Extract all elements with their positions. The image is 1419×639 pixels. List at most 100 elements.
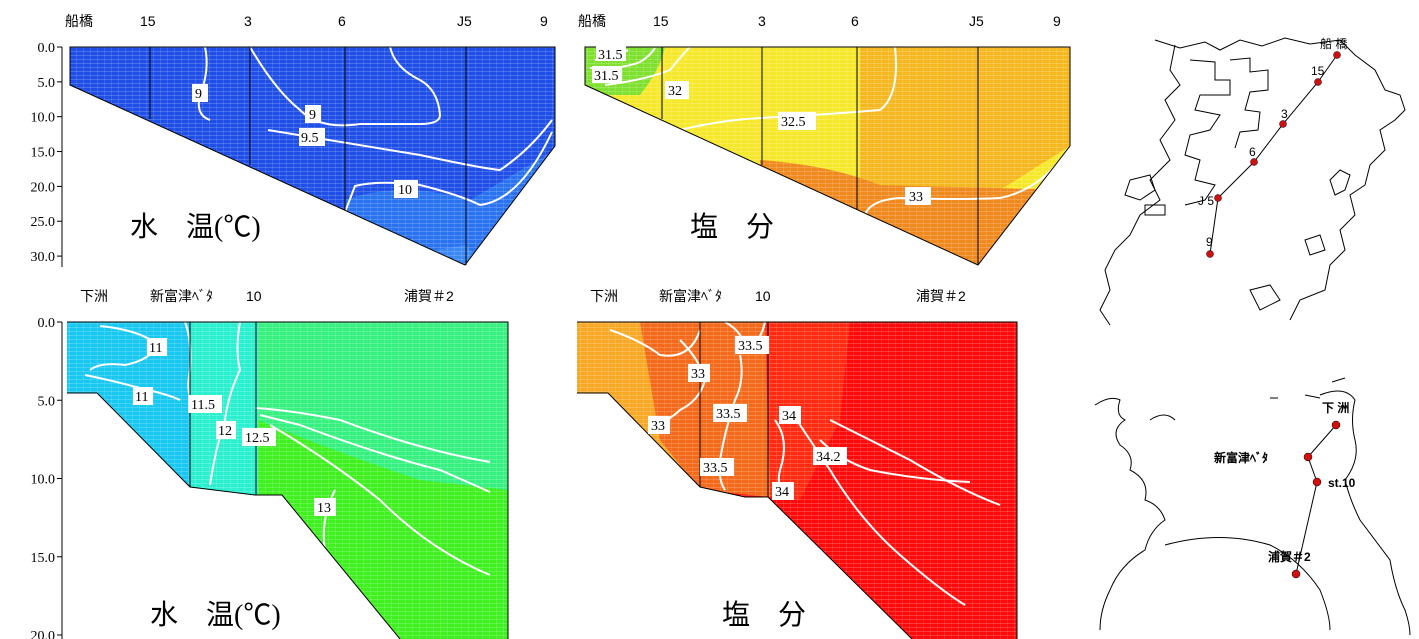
coastline [1184,59,1231,206]
station-marker [1333,51,1341,59]
map-label: 6 [1249,145,1256,159]
station-marker [1291,569,1301,579]
station-marker [1314,78,1322,86]
contour-line [718,354,743,491]
contour-line [269,424,491,576]
station-label: J5 [457,13,472,29]
contour-label: 31.5 [598,48,623,63]
coastline [1319,390,1411,636]
contour-label: 10 [398,183,412,198]
contour-label-bg [592,66,622,83]
section-outline [67,392,401,639]
contour-label-bg [394,180,418,198]
contour-line [249,46,442,127]
contour-label: 11.5 [191,398,215,413]
contour-label-bg [188,395,222,413]
station-label: 15 [653,13,669,29]
contour-label-bg [778,112,816,130]
panel-title: 水 温(℃) [150,599,281,631]
contour-label: 9 [195,87,202,102]
station-label: 9 [1053,13,1061,29]
y-ticks: 0.0 5.0 10.0 15.0 20.0 25.0 30.0 [31,41,62,265]
y-tick-label: 0.0 [38,316,56,331]
top-temp-yaxis: 0.0 5.0 10.0 15.0 20.0 25.0 30.0 [31,41,63,267]
contour-label-bg [905,187,931,205]
map-label: 9 [1206,235,1213,249]
contour-label-bg [735,336,769,354]
route-line [1295,424,1337,575]
contour-line [209,321,242,486]
contour-line [789,409,966,606]
station-marker [1312,477,1322,487]
station-label: J5 [969,13,984,29]
station-label: 浦賀＃2 [404,288,454,304]
contour-label: 12.5 [245,431,270,446]
contour-label-bg [216,421,236,439]
bot-sal-contour-labels: 33.5 33 33 33.5 33.5 34 34.2 34 [648,336,847,500]
station-label: 15 [140,13,156,29]
y-tick-label: 20.0 [31,180,56,195]
contour-label: 34.2 [816,450,841,465]
station-label: 3 [758,13,766,29]
station-marker [1214,194,1222,202]
station-marker [1250,158,1258,166]
top-sal-stations: 船橋 15 3 6 J5 9 [578,13,1061,29]
contour-label: 9.5 [301,131,319,146]
y-tick-label: 20.0 [31,629,56,639]
y-tick-label: 10.0 [31,473,56,488]
top-map [1099,37,1406,326]
contour-label-bg [648,416,670,434]
station-label: 6 [851,13,859,29]
bot-temp-field [67,322,508,639]
contour-label-bg [596,46,626,61]
field-texture [67,322,508,639]
bot-temp-outline [67,321,509,639]
y-tick-label: 10.0 [31,111,56,126]
y-ticks: 0.0 5.0 10.0 15.0 20.0 [31,316,62,639]
station-marker [1279,120,1287,128]
map-label: J 5 [1198,194,1214,208]
contour-label-bg [299,128,325,146]
bot-temp-section: 下洲 新富津ﾍﾞﾀ 10 浦賀＃2 [31,288,509,639]
contour-label-bg [813,447,847,465]
contour-label: 33 [909,190,923,205]
station-marker [1331,420,1341,430]
map-label: 船 橋 [1320,37,1347,51]
contour-label: 34 [782,409,796,424]
route-line [1209,54,1338,255]
contour-label-bg [314,498,336,516]
station-label: 10 [246,288,262,304]
coastline [1229,57,1269,149]
contour-label: 33 [691,367,705,382]
station-label: 10 [755,288,771,304]
top-temp-outline [69,46,556,266]
map-label: 新富津ﾍﾞﾀ [1214,450,1268,465]
coastline [1154,37,1341,51]
section-outline [577,321,1018,639]
bottom-map-route: 下 洲 新富津ﾍﾞﾀ st.10 浦賀＃2 [1214,401,1356,579]
coastline [1331,377,1346,383]
y-tick-label: 15.0 [31,551,56,566]
contour-label-bg [713,404,747,422]
station-label: 3 [244,13,252,29]
coastline [1099,44,1181,326]
panel-title: 塩 分 [690,211,774,243]
station-marker [1206,250,1214,258]
station-label: 新富津ﾍﾞﾀ [150,288,213,304]
station-label: 下洲 [590,288,618,304]
station-marker [1303,452,1313,462]
station-label: 浦賀＃2 [916,288,966,304]
bot-temp-stations: 下洲 新富津ﾍﾞﾀ 10 浦賀＃2 [80,288,454,304]
contour-label-bg [242,428,276,446]
station-label: 船橋 [65,13,93,29]
field-texture [585,47,1070,265]
contour-label: 12 [218,424,232,439]
coastline [1094,397,1166,631]
top-sal-outline [584,46,1071,266]
bottom-map [1094,377,1411,636]
contour-label-bg [305,105,321,123]
contour-label: 33.5 [703,461,728,476]
y-tick-label: 5.0 [38,76,56,91]
